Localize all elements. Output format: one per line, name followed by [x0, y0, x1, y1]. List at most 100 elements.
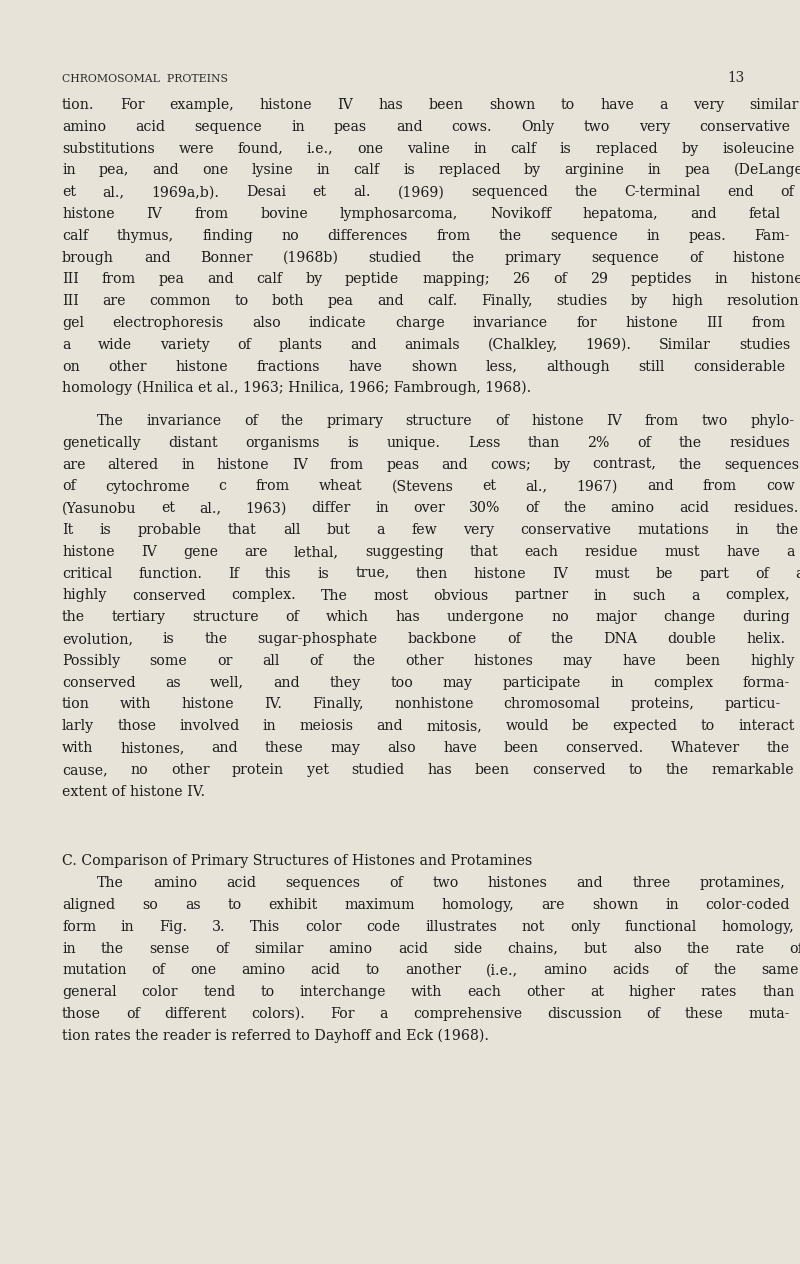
Text: this: this — [265, 566, 291, 580]
Text: charge: charge — [395, 316, 445, 330]
Text: mutations: mutations — [638, 523, 710, 537]
Text: and: and — [350, 337, 377, 351]
Text: other: other — [108, 359, 147, 374]
Text: et: et — [313, 186, 326, 200]
Text: acid: acid — [226, 876, 256, 890]
Text: less,: less, — [486, 359, 518, 374]
Text: residues.: residues. — [734, 502, 799, 516]
Text: proteins,: proteins, — [630, 698, 694, 712]
Text: that: that — [470, 545, 498, 559]
Text: is: is — [99, 523, 111, 537]
Text: by: by — [682, 142, 698, 155]
Text: side: side — [453, 942, 482, 956]
Text: of: of — [215, 942, 229, 956]
Text: in: in — [181, 458, 194, 471]
Text: but: but — [326, 523, 350, 537]
Text: invariance: invariance — [473, 316, 548, 330]
Text: c: c — [218, 479, 226, 493]
Text: from: from — [194, 207, 228, 221]
Text: This: This — [250, 920, 281, 934]
Text: complex.: complex. — [230, 589, 295, 603]
Text: of: of — [62, 479, 76, 493]
Text: to: to — [561, 99, 575, 112]
Text: histone: histone — [751, 273, 800, 287]
Text: IV: IV — [141, 545, 157, 559]
Text: remarkable: remarkable — [712, 763, 794, 777]
Text: DNA: DNA — [603, 632, 638, 646]
Text: conserved.: conserved. — [566, 741, 644, 755]
Text: al.: al. — [354, 186, 371, 200]
Text: in: in — [594, 589, 607, 603]
Text: fetal: fetal — [749, 207, 781, 221]
Text: true,: true, — [355, 566, 390, 580]
Text: in: in — [262, 719, 277, 733]
Text: in: in — [646, 229, 660, 243]
Text: altered: altered — [108, 458, 159, 471]
Text: in: in — [375, 502, 389, 516]
Text: not: not — [522, 920, 545, 934]
Text: histone: histone — [62, 207, 114, 221]
Text: critical: critical — [62, 566, 112, 580]
Text: calf: calf — [62, 229, 88, 243]
Text: histones: histones — [488, 876, 548, 890]
Text: and: and — [577, 876, 603, 890]
Text: or: or — [217, 653, 233, 667]
Text: also: also — [252, 316, 281, 330]
Text: all: all — [262, 653, 279, 667]
Text: during: during — [742, 611, 790, 624]
Text: similar: similar — [750, 99, 799, 112]
Text: of: of — [151, 963, 166, 977]
Text: histone: histone — [474, 566, 526, 580]
Text: and: and — [377, 295, 404, 308]
Text: of: of — [689, 250, 703, 264]
Text: of: of — [646, 1007, 660, 1021]
Text: sense: sense — [150, 942, 190, 956]
Text: amino: amino — [62, 120, 106, 134]
Text: and: and — [211, 741, 238, 755]
Text: conservative: conservative — [521, 523, 612, 537]
Text: function.: function. — [138, 566, 202, 580]
Text: have: have — [622, 653, 656, 667]
Text: studies: studies — [738, 337, 790, 351]
Text: III: III — [62, 295, 79, 308]
Text: may: may — [562, 653, 593, 667]
Text: of: of — [309, 653, 323, 667]
Text: major: major — [595, 611, 637, 624]
Text: differ: differ — [311, 502, 350, 516]
Text: 2%: 2% — [587, 436, 610, 450]
Text: from: from — [751, 316, 786, 330]
Text: cytochrome: cytochrome — [105, 479, 190, 493]
Text: of: of — [755, 566, 769, 580]
Text: would: would — [506, 719, 549, 733]
Text: arginine: arginine — [565, 163, 624, 177]
Text: tion.: tion. — [62, 99, 94, 112]
Text: aligned: aligned — [62, 897, 115, 913]
Text: peas: peas — [386, 458, 419, 471]
Text: replaced: replaced — [438, 163, 501, 177]
Text: cows.: cows. — [451, 120, 492, 134]
Text: each: each — [467, 985, 502, 1000]
Text: (DeLange: (DeLange — [734, 163, 800, 177]
Text: which: which — [326, 611, 369, 624]
Text: from: from — [330, 458, 364, 471]
Text: in: in — [291, 120, 305, 134]
Text: both: both — [272, 295, 304, 308]
Text: is: is — [560, 142, 572, 155]
Text: the: the — [101, 942, 124, 956]
Text: invariance: invariance — [146, 415, 222, 428]
Text: histone: histone — [175, 359, 228, 374]
Text: histone: histone — [733, 250, 786, 264]
Text: double: double — [667, 632, 717, 646]
Text: have: have — [600, 99, 634, 112]
Text: plants: plants — [278, 337, 322, 351]
Text: animals: animals — [405, 337, 460, 351]
Text: Only: Only — [522, 120, 554, 134]
Text: 1969).: 1969). — [586, 337, 632, 351]
Text: too: too — [390, 676, 414, 690]
Text: other: other — [526, 985, 565, 1000]
Text: the: the — [451, 250, 474, 264]
Text: two: two — [432, 876, 458, 890]
Text: chromosomal: chromosomal — [504, 698, 601, 712]
Text: from: from — [436, 229, 470, 243]
Text: in: in — [647, 163, 662, 177]
